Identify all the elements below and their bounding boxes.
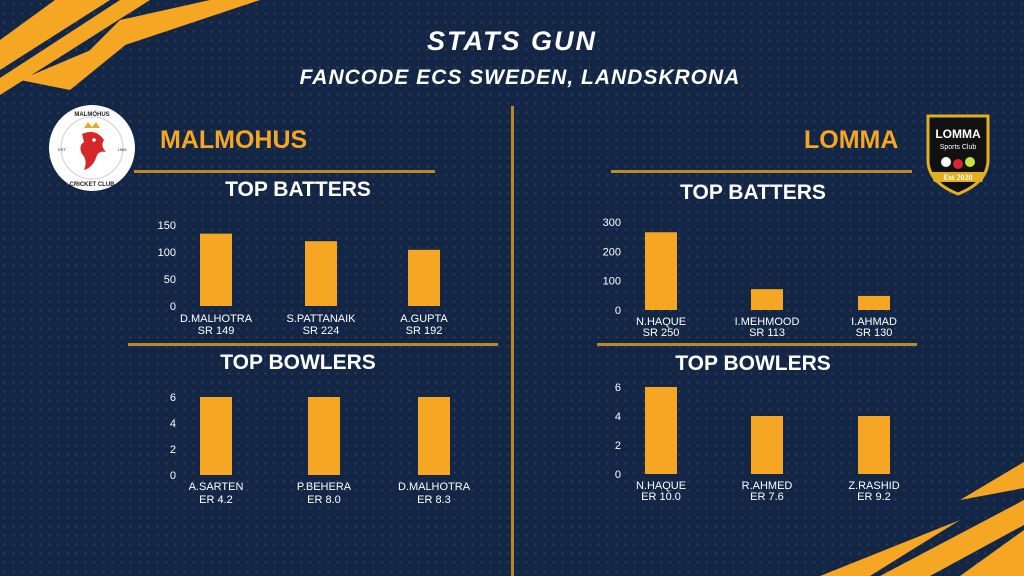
category-label-name: I.MEHMOOD — [735, 316, 800, 328]
y-tick-label: 2 — [170, 444, 176, 456]
category-label-name: Z.RASHID — [848, 480, 899, 492]
bar — [858, 295, 890, 310]
malmohus-cricket-club-logo: MALMÖHUS CRICKET CLUB EST 1963 — [49, 105, 135, 191]
category-label-stat: ER 7.6 — [750, 491, 784, 503]
category-label-stat: SR 224 — [303, 325, 340, 337]
left-section-divider — [128, 343, 498, 346]
y-tick-label: 100 — [603, 276, 621, 288]
logo-sports-club-text: Sports Club — [940, 144, 977, 151]
category-label-stat: ER 9.2 — [857, 491, 891, 503]
bar — [200, 233, 232, 306]
y-tick-label: 50 — [164, 274, 176, 286]
bar — [751, 289, 783, 310]
right-team-name: LOMMA — [804, 126, 899, 154]
right-section-divider — [597, 343, 917, 346]
y-tick-label: 300 — [603, 217, 621, 229]
center-divider — [511, 106, 514, 576]
category-label-stat: ER 8.0 — [307, 494, 341, 506]
y-tick-label: 6 — [170, 392, 176, 404]
bar — [858, 416, 890, 474]
category-label-stat: ER 10.0 — [641, 491, 681, 503]
y-tick-label: 0 — [615, 305, 621, 317]
right-batters-title: TOP BATTERS — [680, 181, 826, 204]
category-label-stat: ER 4.2 — [199, 494, 233, 506]
logo-est-right: 1963 — [118, 147, 128, 152]
y-tick-label: 2 — [615, 440, 621, 452]
y-tick-label: 0 — [170, 470, 176, 482]
category-label-name: A.SARTEN — [189, 481, 244, 493]
bar — [751, 416, 783, 474]
y-tick-label: 6 — [615, 382, 621, 394]
category-label-stat: SR 250 — [643, 327, 680, 339]
y-tick-label: 0 — [615, 469, 621, 481]
bar — [305, 241, 337, 306]
y-tick-label: 0 — [170, 301, 176, 313]
category-label-name: A.GUPTA — [400, 313, 448, 325]
left-team-underline — [134, 170, 435, 173]
right-team-underline — [611, 170, 912, 173]
y-tick-label: 4 — [170, 418, 176, 430]
bar — [200, 397, 232, 475]
bar — [645, 387, 677, 474]
category-label-name: D.MALHOTRA — [180, 313, 253, 325]
left-team-name: MALMOHUS — [160, 126, 308, 154]
bar — [645, 232, 677, 310]
logo-text-bottom: CRICKET CLUB — [70, 182, 116, 188]
category-label-name: P.BEHERA — [297, 481, 352, 493]
category-label-stat: SR 130 — [856, 327, 893, 339]
y-tick-label: 200 — [603, 246, 621, 258]
left-bowlers-title: TOP BOWLERS — [220, 351, 376, 374]
category-label-name: R.AHMED — [742, 480, 793, 492]
logo-text-top: MALMÖHUS — [74, 111, 109, 118]
category-label-name: D.MALHOTRA — [398, 481, 471, 493]
page-title: STATS GUN — [427, 26, 597, 56]
bar — [418, 397, 450, 475]
left-batters-title: TOP BATTERS — [225, 178, 371, 201]
lomma-sports-club-logo: LOMMA Sports Club Est 2020 — [926, 114, 990, 196]
category-label-name: I.AHMAD — [851, 316, 897, 328]
category-label-stat: SR 149 — [198, 325, 235, 337]
page-subtitle: FANCODE ECS SWEDEN, LANDSKRONA — [299, 66, 741, 89]
logo-est-text: Est 2020 — [943, 173, 972, 182]
bar — [308, 397, 340, 475]
right-bowlers-title: TOP BOWLERS — [675, 352, 831, 375]
bar — [408, 249, 440, 306]
category-label-name: N.HAQUE — [636, 316, 686, 328]
logo-est-left: EST — [58, 147, 66, 152]
y-tick-label: 4 — [615, 411, 621, 423]
category-label-name: S.PATTANAIK — [286, 313, 356, 325]
category-label-stat: SR 113 — [749, 327, 785, 339]
logo-lomma-text: LOMMA — [935, 127, 981, 141]
y-tick-label: 150 — [158, 220, 176, 232]
category-label-name: N.HAQUE — [636, 480, 686, 492]
category-label-stat: SR 192 — [406, 325, 443, 337]
category-label-stat: ER 8.3 — [417, 494, 451, 506]
y-tick-label: 100 — [158, 247, 176, 259]
